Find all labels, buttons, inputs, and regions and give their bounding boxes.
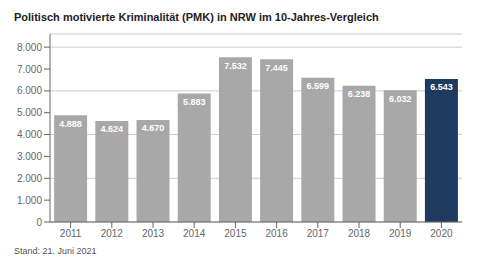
svg-text:6.238: 6.238 — [348, 89, 371, 99]
svg-text:8.000: 8.000 — [17, 42, 42, 53]
svg-text:4.624: 4.624 — [101, 124, 124, 134]
html-text:Politisch motivierte Kriminali: Politisch motivierte Kriminalität (PMK) … — [14, 11, 379, 23]
svg-text:2016: 2016 — [265, 228, 288, 239]
svg-text:2017: 2017 — [307, 228, 330, 239]
svg-text:2018: 2018 — [348, 228, 371, 239]
svg-text:2019: 2019 — [389, 228, 412, 239]
html-text:Stand: 21. Juni 2021: Stand: 21. Juni 2021 — [14, 246, 97, 256]
svg-text:2014: 2014 — [183, 228, 206, 239]
svg-text:6.599: 6.599 — [307, 81, 330, 91]
svg-text:4.888: 4.888 — [59, 119, 82, 129]
svg-text:7.000: 7.000 — [17, 64, 42, 75]
svg-text:7.445: 7.445 — [265, 63, 288, 73]
svg-text:1.000: 1.000 — [17, 195, 42, 206]
svg-text:2015: 2015 — [224, 228, 247, 239]
svg-text:4.000: 4.000 — [17, 129, 42, 140]
svg-text:2011: 2011 — [60, 228, 82, 239]
svg-text:5.000: 5.000 — [17, 107, 42, 118]
svg-text:0: 0 — [36, 217, 42, 228]
svg-text:5.883: 5.883 — [183, 97, 206, 107]
svg-text:7.532: 7.532 — [224, 61, 247, 71]
svg-text:2013: 2013 — [142, 228, 165, 239]
svg-text:3.000: 3.000 — [17, 151, 42, 162]
svg-text:2012: 2012 — [101, 228, 124, 239]
svg-text:2020: 2020 — [430, 228, 453, 239]
svg-text:6.000: 6.000 — [17, 85, 42, 96]
svg-text:2.000: 2.000 — [17, 173, 42, 184]
svg-text:6.032: 6.032 — [389, 94, 412, 104]
svg-text:6.543: 6.543 — [430, 82, 453, 92]
svg-text:4.670: 4.670 — [142, 123, 165, 133]
